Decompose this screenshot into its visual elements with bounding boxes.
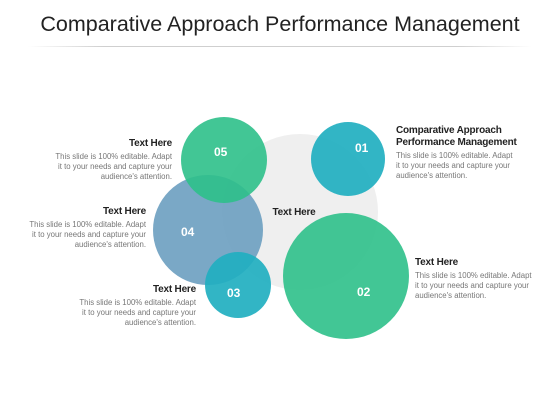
text-block-02: Text Here This slide is 100% editable. A… [415, 257, 555, 301]
circle-05-number: 05 [214, 145, 228, 159]
page-title: Comparative Approach Performance Managem… [40, 12, 520, 36]
title-divider [28, 46, 532, 47]
circle-03 [205, 252, 271, 318]
text-block-04-line-3: audience's attention. [74, 240, 146, 249]
text-block-01-line-3: audience's attention. [396, 171, 468, 180]
circle-02-number: 02 [357, 285, 371, 299]
circle-03-number: 03 [227, 286, 241, 300]
text-block-05-line-1: This slide is 100% editable. Adapt [55, 152, 172, 161]
circle-05 [181, 117, 267, 203]
text-block-02-line-2: it to your needs and capture your [415, 281, 529, 290]
text-block-04: Text Here This slide is 100% editable. A… [0, 206, 146, 250]
circle-01 [311, 122, 385, 196]
circle-04-number: 04 [181, 225, 195, 239]
text-block-05-line-2: it to your needs and capture your [58, 162, 172, 171]
text-block-01-line-1: This slide is 100% editable. Adapt [396, 151, 513, 160]
text-block-03-line-1: This slide is 100% editable. Adapt [79, 298, 196, 307]
text-block-03-heading: Text Here [152, 284, 196, 295]
text-block-03-line-3: audience's attention. [124, 318, 196, 327]
text-block-03: Text Here This slide is 100% editable. A… [46, 284, 196, 328]
text-block-04-line-1: This slide is 100% editable. Adapt [29, 220, 146, 229]
text-block-05-line-3: audience's attention. [100, 172, 172, 181]
overlap-tint-05 [181, 117, 267, 203]
text-block-02-heading: Text Here [415, 257, 459, 268]
circle-02 [283, 213, 409, 339]
circle-01-number: 01 [355, 141, 369, 155]
text-block-05-heading: Text Here [128, 138, 172, 149]
text-block-04-line-2: it to your needs and capture your [32, 230, 146, 239]
center-label: Text Here [272, 207, 316, 218]
text-block-01-heading: Comparative Approach Performance Managem… [396, 125, 517, 148]
text-block-02-line-3: audience's attention. [415, 291, 487, 300]
text-block-04-heading: Text Here [102, 206, 146, 217]
text-block-02-line-1: This slide is 100% editable. Adapt [415, 271, 532, 280]
text-block-05: Text Here This slide is 100% editable. A… [22, 138, 172, 182]
text-block-01: Comparative Approach Performance Managem… [396, 125, 546, 181]
text-block-03-line-2: it to your needs and capture your [82, 308, 196, 317]
text-block-01-line-2: it to your needs and capture your [396, 161, 510, 170]
